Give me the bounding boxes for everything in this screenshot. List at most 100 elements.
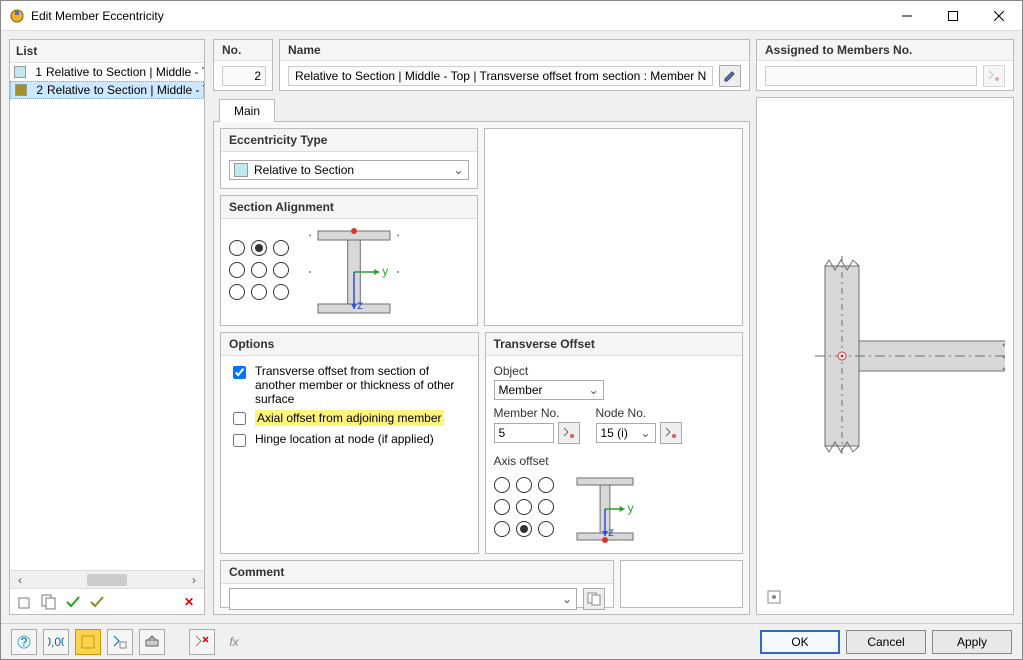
- node-no-combo[interactable]: 15 (i) ⌄: [596, 423, 656, 443]
- close-button[interactable]: [976, 1, 1022, 31]
- tab-strip: Main: [213, 97, 750, 121]
- option-transverse-label: Transverse offset from section of anothe…: [255, 364, 470, 406]
- clear-tool-button[interactable]: [189, 629, 215, 655]
- axis-offset-label: Axis offset: [494, 454, 735, 468]
- alignment-radio[interactable]: [538, 499, 554, 515]
- check-green-button[interactable]: [62, 591, 84, 613]
- list-item[interactable]: 1Relative to Section | Middle - To: [10, 63, 204, 81]
- svg-text:?: ?: [21, 635, 28, 649]
- alignment-radio[interactable]: [229, 262, 245, 278]
- pick-tool-button[interactable]: [107, 629, 133, 655]
- alignment-radio[interactable]: [538, 477, 554, 493]
- apply-button[interactable]: Apply: [932, 630, 1012, 654]
- tab-content: Eccentricity Type Relative to Section ⌄: [213, 121, 750, 615]
- alignment-radio[interactable]: [516, 521, 532, 537]
- alignment-radio[interactable]: [251, 262, 267, 278]
- comment-group: Comment ⌄: [220, 560, 614, 608]
- axis-offset-grid[interactable]: [494, 477, 558, 541]
- app-icon: [9, 8, 25, 24]
- member-no-input[interactable]: [494, 423, 554, 443]
- node-no-label: Node No.: [596, 406, 682, 420]
- no-input[interactable]: [222, 66, 266, 86]
- list[interactable]: 1Relative to Section | Middle - To2Relat…: [10, 63, 204, 570]
- alignment-radio[interactable]: [516, 499, 532, 515]
- eccentricity-type-group: Eccentricity Type Relative to Section ⌄: [220, 128, 478, 189]
- node-pick-button[interactable]: [660, 422, 682, 444]
- ok-button[interactable]: OK: [760, 630, 840, 654]
- option-axial-checkbox[interactable]: [233, 412, 246, 425]
- eccentricity-type-value: Relative to Section: [254, 163, 453, 177]
- name-panel: Name: [279, 39, 750, 91]
- list-toolbar: ✕: [10, 588, 204, 614]
- list-header: List: [10, 40, 204, 63]
- object-value: Member: [499, 383, 589, 397]
- eccentricity-type-combo[interactable]: Relative to Section ⌄: [229, 160, 469, 180]
- option-hinge-checkbox[interactable]: [233, 434, 246, 447]
- name-edit-button[interactable]: [719, 65, 741, 87]
- list-item-swatch: [14, 66, 26, 78]
- transverse-offset-group: Transverse Offset Object Member ⌄: [485, 332, 744, 554]
- list-scrollbar[interactable]: ‹ ›: [10, 570, 204, 588]
- preview-settings-button[interactable]: [763, 586, 785, 608]
- view-tool-button[interactable]: [139, 629, 165, 655]
- units-button[interactable]: 0,00: [43, 629, 69, 655]
- node-no-value: 15 (i): [601, 426, 641, 440]
- list-item-label: Relative to Section | Middle - To: [47, 83, 204, 97]
- help-button[interactable]: ?: [11, 629, 37, 655]
- list-item-label: Relative to Section | Middle - To: [46, 65, 204, 79]
- window-title: Edit Member Eccentricity: [31, 9, 884, 23]
- minimize-button[interactable]: [884, 1, 930, 31]
- transverse-header: Transverse Offset: [486, 333, 743, 356]
- alignment-radio[interactable]: [229, 240, 245, 256]
- list-panel: List 1Relative to Section | Middle - To2…: [9, 39, 205, 615]
- section-alignment-grid[interactable]: [229, 240, 293, 304]
- object-combo[interactable]: Member ⌄: [494, 380, 604, 400]
- color-button[interactable]: [75, 629, 101, 655]
- comment-library-button[interactable]: [583, 588, 605, 610]
- alignment-radio[interactable]: [273, 284, 289, 300]
- no-panel: No.: [213, 39, 273, 91]
- fx-button[interactable]: fx: [221, 629, 247, 655]
- cancel-button[interactable]: Cancel: [846, 630, 926, 654]
- option-transverse-checkbox[interactable]: [233, 366, 246, 379]
- alignment-radio[interactable]: [229, 284, 245, 300]
- copy-button[interactable]: [38, 591, 60, 613]
- new-button[interactable]: [14, 591, 36, 613]
- alignment-radio[interactable]: [494, 477, 510, 493]
- scroll-right-icon[interactable]: ›: [186, 573, 202, 587]
- preview-drawing: [765, 206, 1005, 506]
- member-pick-button[interactable]: [558, 422, 580, 444]
- scroll-thumb[interactable]: [87, 574, 127, 586]
- list-item-swatch: [15, 84, 27, 96]
- comment-header: Comment: [221, 561, 613, 584]
- alignment-radio[interactable]: [251, 240, 267, 256]
- scroll-left-icon[interactable]: ‹: [12, 573, 28, 587]
- comment-combo[interactable]: ⌄: [229, 588, 577, 610]
- svg-text:0,00: 0,00: [48, 635, 64, 649]
- alignment-radio[interactable]: [273, 240, 289, 256]
- option-transverse-offset[interactable]: Transverse offset from section of anothe…: [229, 364, 470, 406]
- option-axial-offset[interactable]: Axial offset from adjoining member: [229, 410, 470, 428]
- svg-text:z: z: [608, 525, 614, 539]
- section-alignment-header: Section Alignment: [221, 196, 477, 219]
- assigned-pick-button[interactable]: [983, 65, 1005, 87]
- no-header: No.: [214, 40, 272, 61]
- alignment-radio[interactable]: [273, 262, 289, 278]
- assigned-input[interactable]: [765, 66, 977, 86]
- alignment-radio[interactable]: [494, 521, 510, 537]
- alignment-radio[interactable]: [516, 477, 532, 493]
- list-item[interactable]: 2Relative to Section | Middle - To: [10, 81, 204, 99]
- preview-panel: [756, 97, 1014, 615]
- option-hinge[interactable]: Hinge location at node (if applied): [229, 432, 470, 450]
- delete-button[interactable]: ✕: [178, 591, 200, 613]
- alignment-radio[interactable]: [251, 284, 267, 300]
- section-alignment-group: Section Alignment yz: [220, 195, 478, 326]
- comment-blank-panel: [620, 560, 743, 608]
- tab-main[interactable]: Main: [219, 99, 275, 122]
- maximize-button[interactable]: [930, 1, 976, 31]
- tab-area: Main Eccentricity Type: [213, 97, 750, 615]
- name-input[interactable]: [288, 66, 713, 86]
- alignment-radio[interactable]: [538, 521, 554, 537]
- check-olive-button[interactable]: [86, 591, 108, 613]
- alignment-radio[interactable]: [494, 499, 510, 515]
